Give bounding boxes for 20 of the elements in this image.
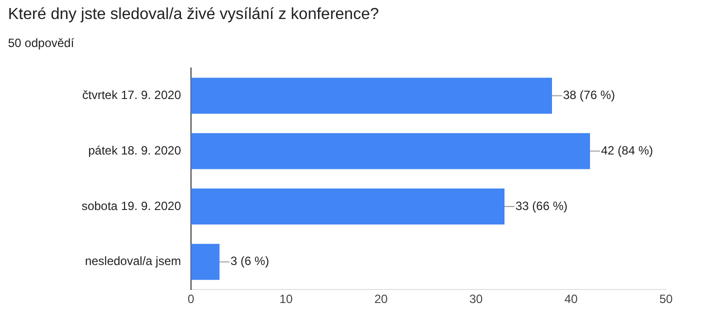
bar: [191, 78, 552, 114]
x-tick-label: 50: [659, 292, 673, 306]
bar: [191, 133, 590, 170]
chart-title: Které dny jste sledoval/a živé vysílání z konference?: [8, 6, 379, 24]
y-tick-label: pátek 18. 9. 2020: [88, 143, 182, 158]
data-label: 38 (76 %): [563, 88, 616, 102]
y-tick-label: sobota 19. 9. 2020: [82, 198, 182, 213]
bar: [191, 188, 504, 225]
y-tick-label: nesledoval/a jsem: [84, 254, 181, 268]
x-tick-label: 20: [374, 292, 388, 306]
x-tick-label: 10: [279, 292, 293, 306]
data-label: 3 (6 %): [230, 254, 270, 268]
data-label: 33 (66 %): [516, 198, 568, 213]
bar: [191, 244, 220, 280]
y-tick-label: čtvrtek 17. 9. 2020: [82, 88, 182, 102]
data-label: 42 (84 %): [601, 143, 654, 158]
x-tick-label: 40: [564, 292, 578, 306]
x-tick-label: 0: [188, 292, 195, 306]
x-tick-label: 30: [469, 292, 483, 306]
text: 50 odpovědí: [8, 36, 74, 50]
